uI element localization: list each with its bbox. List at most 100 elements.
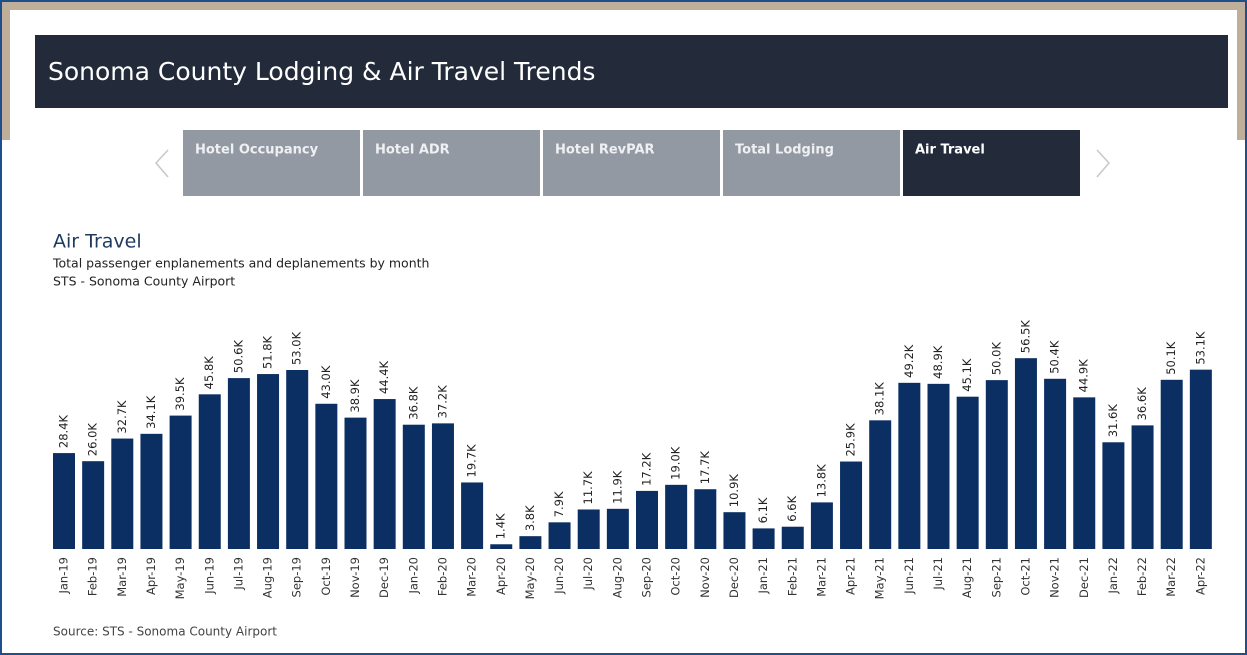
tab[interactable] <box>183 130 360 196</box>
source: Source: STS - Sonoma County Airport <box>53 625 277 639</box>
data-label: 7.9K <box>552 491 566 517</box>
next-arrow[interactable] <box>1096 149 1111 178</box>
bar <box>431 423 454 549</box>
data-label: 17.2K <box>640 452 654 486</box>
data-label: 10.9K <box>727 474 741 508</box>
tabs: Hotel Occupancy Hotel ADR Hotel RevPAR Tota… <box>183 130 1080 196</box>
data-label: 3.8K <box>523 505 537 531</box>
x-tick-label: Jan-22 <box>1106 557 1120 595</box>
data-label: 50.0K <box>989 342 1003 376</box>
bar <box>373 399 396 549</box>
data-label: 36.8K <box>406 386 420 420</box>
x-tick-label: Jan-19 <box>57 557 71 595</box>
bar <box>344 417 367 549</box>
bar <box>898 382 921 549</box>
data-label: 53.0K <box>290 331 304 365</box>
bar <box>315 403 338 549</box>
x-tick-label: Jul-19 <box>231 557 245 591</box>
bar <box>1189 369 1212 549</box>
x-tick-label: Apr-20 <box>494 557 508 595</box>
x-tick-label: Nov-21 <box>1048 557 1062 598</box>
data-label: 32.7K <box>115 400 129 434</box>
bar <box>927 383 950 549</box>
tab-label: Total Lodging <box>735 143 834 158</box>
x-tick-label: Dec-20 <box>727 557 741 598</box>
x-tick-label: Apr-19 <box>144 557 158 595</box>
x-tick-label: Oct-21 <box>1018 557 1032 596</box>
x-tick-label: Apr-21 <box>844 557 858 595</box>
tab[interactable] <box>363 130 540 196</box>
x-tick-label: Jun-19 <box>202 557 216 595</box>
data-label: 51.8K <box>261 335 275 369</box>
bar <box>665 484 688 549</box>
data-label: 11.7K <box>581 471 595 505</box>
tab-label: Hotel ADR <box>375 143 450 158</box>
data-label: 6.1K <box>756 497 770 523</box>
x-tick-label: Jan-20 <box>406 557 420 595</box>
bar <box>1131 425 1154 549</box>
x-tick-label: Feb-22 <box>1135 557 1149 596</box>
bar <box>111 438 134 549</box>
data-label: 6.6K <box>785 495 799 521</box>
x-tick-label: Mar-21 <box>814 557 828 597</box>
data-label: 53.1K <box>1193 331 1207 365</box>
data-label: 19.0K <box>669 446 683 480</box>
x-tick-label: Mar-20 <box>465 557 479 597</box>
data-label: 50.4K <box>1048 340 1062 374</box>
x-tick-label: Feb-20 <box>435 557 449 596</box>
bar <box>227 378 250 549</box>
data-label: 1.4K <box>494 513 508 539</box>
tab[interactable] <box>723 130 900 196</box>
tab-label: Hotel Occupancy <box>195 143 319 158</box>
bar <box>781 526 804 549</box>
plot: 28.4K Jan-19 26.0K Feb-19 32.7K Mar-19 34.1K Ap… <box>53 320 1212 599</box>
x-tick-label: Oct-20 <box>669 557 683 596</box>
x-tick-label: Nov-20 <box>698 557 712 598</box>
bar <box>257 374 280 549</box>
bar <box>577 509 600 549</box>
bar <box>1160 379 1183 549</box>
data-label: 45.8K <box>202 356 216 390</box>
bar <box>810 502 833 549</box>
x-tick-label: Mar-19 <box>115 557 129 597</box>
x-tick-label: Apr-22 <box>1193 557 1207 595</box>
data-label: 13.8K <box>814 464 828 498</box>
bar <box>548 522 571 549</box>
bar <box>694 489 717 549</box>
data-label: 38.1K <box>873 382 887 416</box>
chart-subtitle: Total passenger enplanements and deplane… <box>52 256 429 271</box>
bar <box>82 461 105 549</box>
x-tick-label: Sep-19 <box>290 557 304 597</box>
data-label: 45.1K <box>960 358 974 392</box>
data-label: 36.6K <box>1135 387 1149 421</box>
data-label: 56.5K <box>1018 320 1032 354</box>
bar <box>198 394 221 549</box>
chart-subtitle: STS - Sonoma County Airport <box>53 274 235 289</box>
x-tick-label: Aug-21 <box>960 557 974 598</box>
data-label: 11.9K <box>610 470 624 504</box>
x-tick-label: Sep-21 <box>989 557 1003 597</box>
bar <box>1014 358 1037 549</box>
header-bar <box>35 35 1228 108</box>
x-tick-label: Jan-21 <box>756 557 770 595</box>
tab[interactable] <box>543 130 720 196</box>
bar <box>985 380 1008 549</box>
bar <box>752 528 775 549</box>
tab[interactable] <box>903 130 1080 196</box>
data-label: 26.0K <box>86 423 100 457</box>
bar <box>402 424 425 549</box>
data-label: 48.9K <box>931 345 945 379</box>
prev-arrow[interactable] <box>154 149 169 178</box>
bar <box>869 420 892 549</box>
x-tick-label: Oct-19 <box>319 557 333 596</box>
bar <box>286 370 309 549</box>
data-label: 49.2K <box>902 344 916 378</box>
x-tick-label: Dec-21 <box>1077 557 1091 598</box>
data-label: 19.7K <box>465 444 479 478</box>
x-tick-label: Feb-19 <box>86 557 100 596</box>
data-label: 39.5K <box>173 377 187 411</box>
x-tick-label: Jul-21 <box>931 557 945 591</box>
x-tick-label: Jul-20 <box>581 557 595 591</box>
